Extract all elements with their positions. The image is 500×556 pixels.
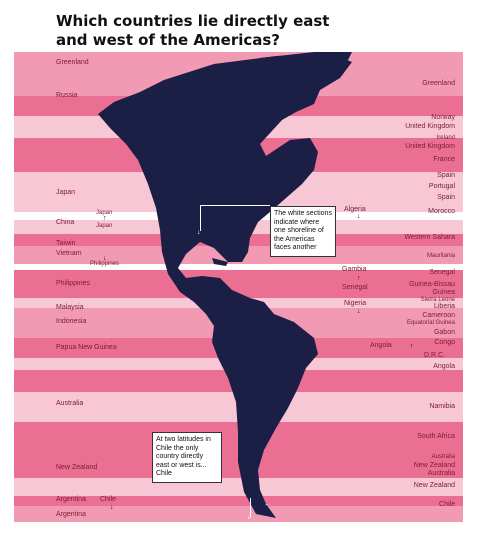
east-label: Greenland: [422, 80, 455, 87]
west-label: Philippines: [90, 261, 120, 267]
east-label: Sierra Leone: [420, 297, 455, 303]
east-label: Spain: [437, 194, 455, 201]
band: [14, 264, 463, 270]
east-label: Norway: [431, 114, 455, 121]
west-label: Russia: [56, 92, 78, 99]
west-label: Taiwin: [56, 240, 76, 247]
west-label: Japan: [56, 189, 76, 196]
east-label: Guinea-Bissau: [409, 281, 455, 288]
up-arrow-icon: ↓: [357, 213, 361, 220]
up-arrow-icon: ↑: [410, 343, 414, 350]
east-label: United Kingdom: [405, 143, 455, 150]
east-label: D.R.C.: [424, 352, 445, 359]
map-title: Which countries lie directly east and we…: [56, 12, 330, 49]
west-label: New Zealand: [56, 464, 98, 471]
east-label: Senegal: [429, 269, 455, 276]
west-label: Argentina: [56, 496, 86, 503]
east-label: Australia: [427, 470, 455, 477]
latitude-band-map: Greenland Russia Japan Japan China Japan…: [14, 52, 463, 522]
east-label: United Kingdom: [405, 123, 455, 130]
west-label: Papua New Guinea: [56, 344, 117, 351]
east-label: Mauritania: [426, 253, 455, 259]
west-label: Australia: [56, 400, 84, 407]
west-label: Vietnam: [56, 250, 82, 257]
east-label: New Zealand: [413, 462, 455, 469]
chile-note: At two latitudes in Chile the only count…: [152, 432, 222, 483]
up-arrow-icon: ↓: [357, 308, 361, 315]
east-label: South Africa: [417, 433, 455, 440]
west-label: Chile: [100, 496, 116, 503]
east-label: Congo: [434, 339, 455, 346]
east-label: Gambia: [342, 266, 367, 273]
east-label: Western Sahara: [404, 234, 455, 241]
up-arrow-icon: ↓: [103, 255, 107, 262]
east-label: Cameroon: [422, 312, 455, 319]
left-arrow-icon: ←: [264, 501, 271, 508]
east-label: Morocco: [428, 208, 455, 215]
west-label: Indonesia: [56, 318, 87, 325]
east-label: Chile: [439, 501, 455, 508]
east-label: Algeria: [344, 206, 366, 213]
west-label: Japan: [96, 210, 113, 216]
callout-leader-line: [250, 498, 251, 518]
east-label: Angola: [433, 363, 455, 370]
up-arrow-icon: ↑: [357, 275, 361, 282]
east-label: Nigeria: [344, 300, 367, 307]
west-label: Greenland: [56, 59, 89, 66]
west-label: Argentina: [56, 511, 86, 518]
west-label: Japan: [96, 223, 113, 229]
east-label: Equatorial Guinea: [406, 320, 455, 326]
east-label: Portugal: [428, 183, 455, 190]
east-label: Gabon: [433, 329, 455, 336]
east-label: Australia: [431, 454, 455, 460]
west-label: China: [56, 219, 75, 226]
east-label: Spain: [437, 172, 455, 179]
west-label: Malaysia: [56, 304, 84, 311]
callout-leader-line: [200, 205, 201, 231]
east-label: Angola: [370, 342, 392, 349]
east-label: France: [433, 156, 455, 163]
band: [14, 506, 463, 522]
americas-landmass: [98, 52, 352, 518]
up-arrow-icon: ↑: [103, 215, 107, 222]
east-label: Liberia: [433, 303, 455, 310]
east-label: Ireland: [436, 135, 455, 141]
east-label: New Zealand: [413, 482, 455, 489]
east-label: Guinea: [432, 289, 455, 296]
band: [14, 496, 463, 506]
east-label: Senegal: [342, 284, 368, 291]
callout-leader-line: [200, 205, 270, 206]
down-arrow-icon: ↓: [247, 514, 251, 521]
up-arrow-icon: ↓: [110, 504, 114, 511]
west-label: Philippines: [56, 280, 90, 287]
down-arrow-icon: ↓: [197, 229, 201, 236]
east-label: Namibia: [429, 403, 455, 410]
white-sections-note: The white sections indicate where one sh…: [270, 206, 336, 257]
band: [14, 478, 463, 496]
